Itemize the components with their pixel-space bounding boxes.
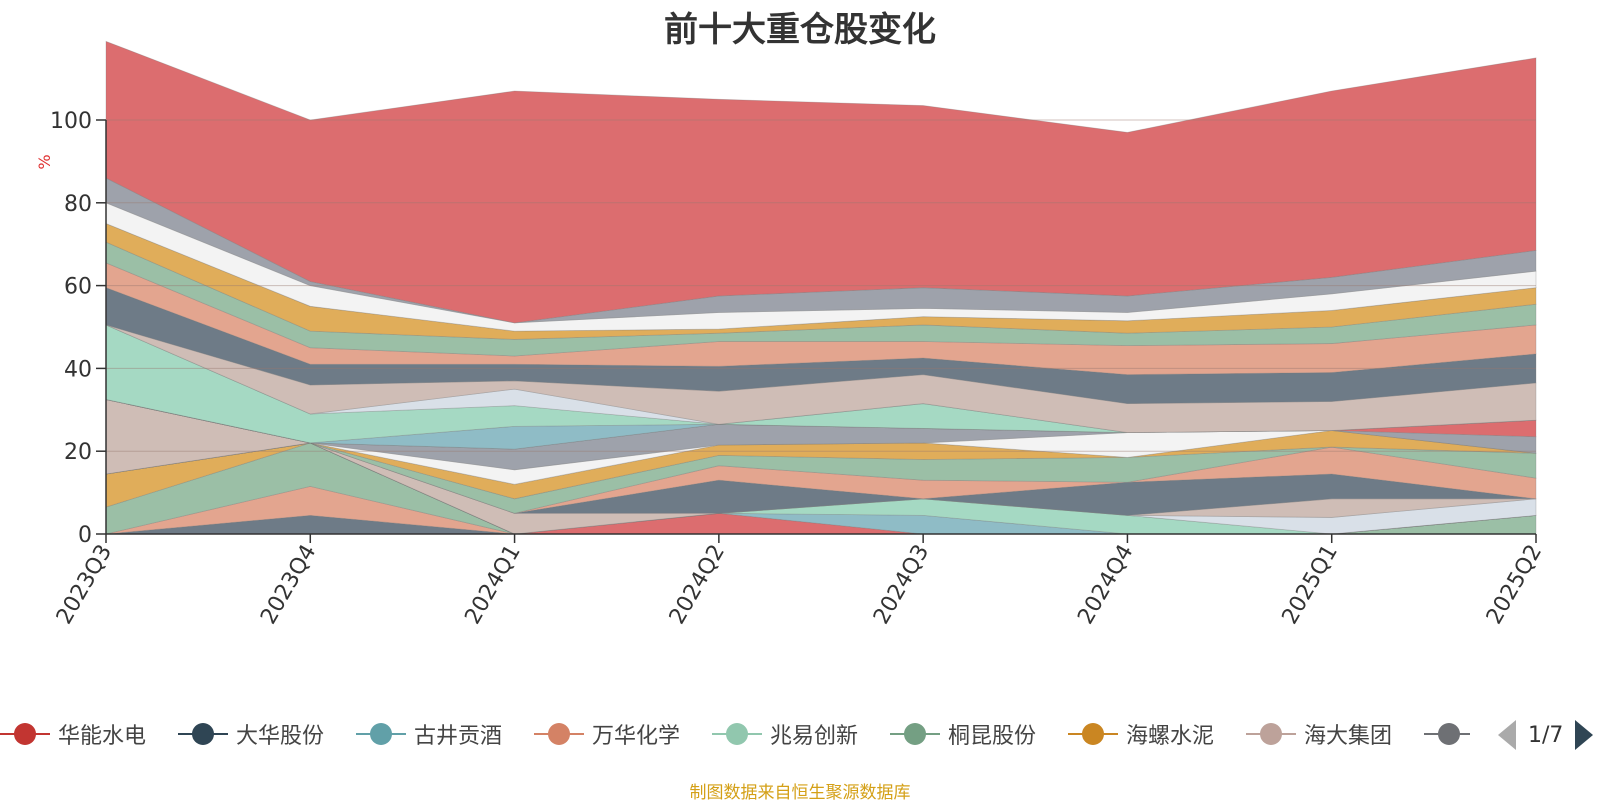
y-axis-label: % <box>35 154 54 169</box>
legend: 华能水电 大华股份 古井贡酒 万华化学 兆易创新 桐昆股份 海螺水泥 海大集团 <box>0 716 1470 752</box>
legend-label: 大华股份 <box>236 724 325 749</box>
y-tick-label: 20 <box>64 440 92 465</box>
legend-label: 万华化学 <box>592 724 681 749</box>
y-tick-label: 80 <box>64 192 92 217</box>
legend-item[interactable]: 华能水电 <box>0 716 146 752</box>
legend-marker-icon <box>1068 716 1118 752</box>
chart-title: 前十大重仓股变化 <box>664 10 936 50</box>
legend-marker-icon <box>178 716 228 752</box>
legend-item[interactable]: 海螺水泥 <box>1068 716 1214 752</box>
y-tick-label: 60 <box>64 275 92 300</box>
legend-next-arrow-icon[interactable] <box>1575 720 1594 750</box>
area-series-9 <box>105 442 1537 535</box>
legend-label: 兆易创新 <box>770 724 859 749</box>
legend-page-indicator: 1/7 <box>1528 722 1564 748</box>
legend-item[interactable]: 海大集团 <box>1246 716 1392 752</box>
legend-pager: 1/7 <box>1498 718 1594 752</box>
legend-label: 华能水电 <box>58 724 147 749</box>
x-tick-label: 2023Q3 <box>52 541 117 629</box>
legend-marker-icon <box>0 716 50 752</box>
legend-item[interactable]: 桐昆股份 <box>890 716 1036 752</box>
legend-marker-icon <box>534 716 584 752</box>
x-tick-label: 2025Q1 <box>1278 541 1343 629</box>
legend-marker-icon <box>356 716 406 752</box>
legend-item[interactable] <box>1424 716 1470 752</box>
legend-item[interactable]: 大华股份 <box>178 716 324 752</box>
legend-marker-icon <box>890 716 940 752</box>
data-source-note: 制图数据来自恒生聚源数据库 <box>689 783 911 803</box>
x-tick-label: 2024Q4 <box>1073 541 1138 629</box>
legend-label: 海大集团 <box>1304 724 1393 749</box>
y-tick-label: 0 <box>78 523 92 548</box>
x-tick-label: 2024Q2 <box>665 541 730 629</box>
area-series-22 <box>105 287 1537 404</box>
legend-item[interactable]: 兆易创新 <box>712 716 858 752</box>
legend-label: 古井贡酒 <box>414 724 503 749</box>
legend-item[interactable]: 古井贡酒 <box>356 716 502 752</box>
x-tick-label: 2024Q3 <box>869 541 934 629</box>
legend-marker-icon <box>1424 716 1470 752</box>
legend-marker-icon <box>1246 716 1296 752</box>
y-tick-label: 40 <box>64 357 92 382</box>
area-series-28 <box>105 40 1537 324</box>
y-tick-label: 100 <box>50 109 92 134</box>
x-tick-label: 2025Q2 <box>1482 541 1547 629</box>
legend-label: 桐昆股份 <box>948 724 1037 749</box>
legend-item[interactable]: 万华化学 <box>534 716 680 752</box>
legend-label: 海螺水泥 <box>1126 724 1215 749</box>
x-tick-label: 2024Q1 <box>460 541 525 629</box>
legend-marker-icon <box>712 716 762 752</box>
legend-prev-arrow-icon[interactable] <box>1498 720 1516 750</box>
x-tick-label: 2023Q4 <box>256 541 321 629</box>
